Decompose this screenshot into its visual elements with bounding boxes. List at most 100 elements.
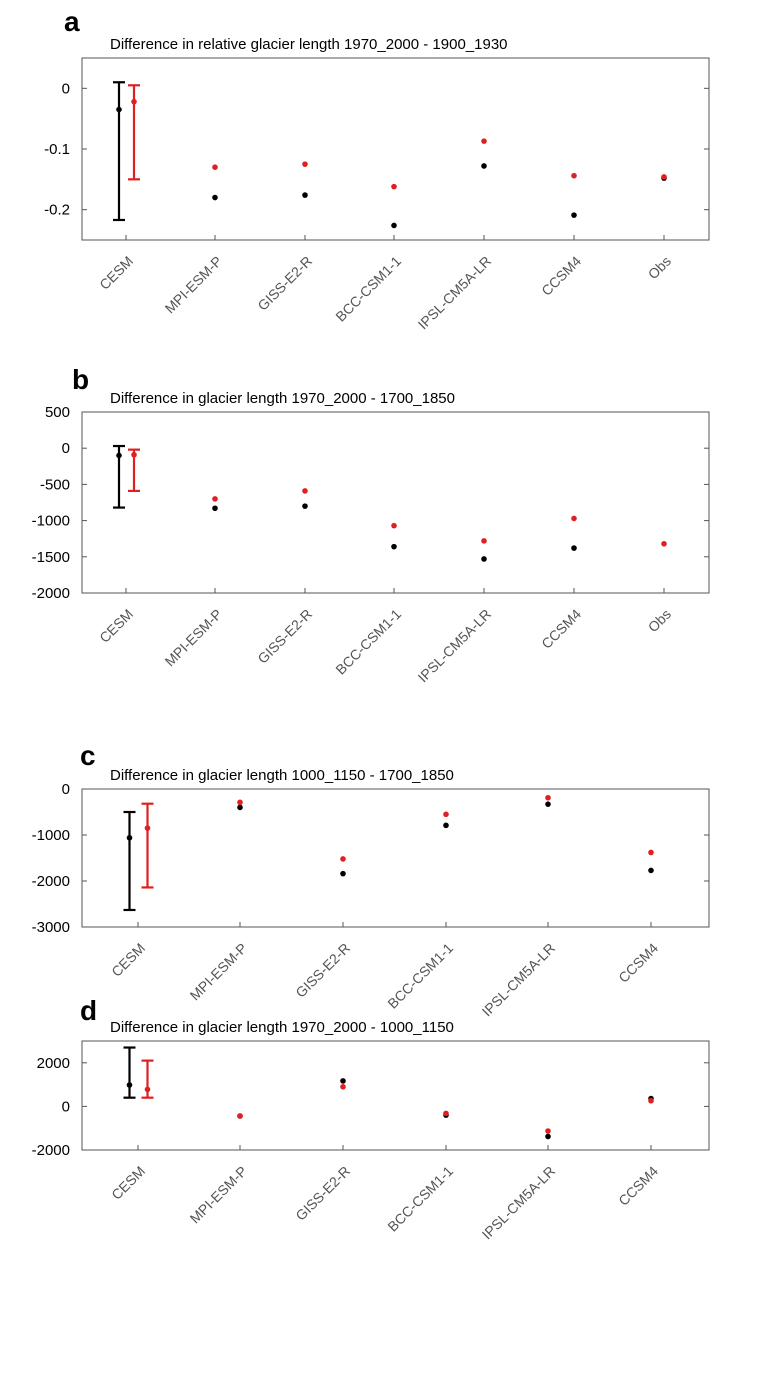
x-tick-label: MPI-ESM-P: [162, 253, 226, 317]
data-point: [212, 505, 218, 512]
x-tick-label: IPSL-CM5A-LR: [415, 606, 495, 686]
y-tick-label: -2000: [32, 585, 70, 602]
data-point: [340, 870, 346, 877]
chart-title: Difference in relative glacier length 19…: [110, 36, 508, 53]
data-point: [443, 1110, 449, 1117]
data-point: [571, 545, 577, 551]
data-point: [443, 822, 449, 829]
x-tick-label: MPI-ESM-P: [187, 940, 251, 1004]
series-black: [123, 1046, 654, 1140]
x-tick-label: BCC-CSM1-1: [384, 940, 456, 1012]
x-tick-label: GISS-E2-R: [292, 940, 353, 1001]
series-red: [141, 1059, 654, 1134]
y-tick-label: 0: [62, 781, 70, 798]
data-point: [661, 540, 667, 547]
x-tick-label: IPSL-CM5A-LR: [479, 1163, 559, 1243]
panel-label: b: [72, 364, 89, 395]
plot-area: [81, 1040, 710, 1151]
plot-area: [81, 411, 710, 594]
y-tick-label: 2000: [37, 1055, 70, 1072]
data-point: [340, 856, 346, 862]
data-point: [545, 794, 551, 801]
data-point: [571, 212, 577, 218]
y-tick-label: -1000: [32, 513, 70, 530]
y-tick-label: 0: [62, 1098, 70, 1115]
series-black: [113, 81, 667, 229]
data-point: [661, 174, 667, 180]
data-point: [391, 222, 397, 229]
x-tick-label: BCC-CSM1-1: [384, 1163, 456, 1235]
data-point: [443, 811, 449, 818]
panel-label: a: [64, 6, 80, 37]
data-point: [545, 1128, 551, 1134]
x-tick-label: CESM: [108, 940, 148, 980]
data-point: [237, 1113, 243, 1119]
data-point: [391, 183, 397, 190]
y-tick-label: -3000: [32, 919, 70, 936]
series-red: [141, 794, 654, 889]
series-black: [113, 444, 577, 562]
data-point: [302, 503, 308, 509]
panel-label: c: [80, 740, 96, 771]
chart-panel-d: d Difference in glacier length 1970_2000 …: [32, 995, 710, 1243]
x-tick-label: Obs: [645, 253, 674, 282]
y-tick-label: -1500: [32, 549, 70, 566]
x-tick-label: BCC-CSM1-1: [332, 606, 404, 678]
x-tick-label: GISS-E2-R: [254, 606, 315, 667]
plot-area: [81, 788, 710, 928]
y-tick-label: -2000: [32, 1142, 70, 1159]
x-tick-label: GISS-E2-R: [292, 1163, 353, 1224]
chart-panel-b: b Difference in glacier length 1970_2000 …: [32, 364, 710, 686]
x-tick-label: CESM: [108, 1163, 148, 1203]
y-tick-label: -500: [40, 476, 70, 493]
data-point: [212, 496, 218, 502]
data-point: [302, 488, 308, 494]
data-point: [481, 538, 487, 544]
x-tick-label: CCSM4: [615, 940, 661, 986]
data-point: [237, 799, 243, 806]
data-point: [391, 543, 397, 550]
data-point: [571, 515, 577, 522]
data-point: [340, 1078, 346, 1084]
x-tick-label: CESM: [96, 606, 136, 646]
data-point: [571, 172, 577, 179]
x-tick-label: CCSM4: [615, 1163, 661, 1209]
data-point: [481, 556, 487, 562]
y-tick-label: -1000: [32, 827, 70, 844]
data-point: [648, 849, 654, 856]
x-tick-label: CESM: [96, 253, 136, 293]
data-point: [545, 801, 551, 807]
chart-title: Difference in glacier length 1970_2000 -…: [110, 1019, 454, 1036]
y-tick-label: -2000: [32, 873, 70, 890]
x-tick-label: MPI-ESM-P: [162, 606, 226, 670]
y-tick-label: 500: [45, 404, 70, 421]
chart-title: Difference in glacier length 1000_1150 -…: [110, 767, 454, 784]
data-point: [212, 194, 218, 201]
data-point: [237, 804, 243, 811]
y-tick-label: -0.2: [44, 202, 70, 219]
chart-title: Difference in glacier length 1970_2000 -…: [110, 390, 455, 407]
data-point: [302, 161, 308, 167]
x-tick-label: CCSM4: [538, 253, 584, 299]
y-tick-label: -0.1: [44, 141, 70, 158]
x-tick-label: IPSL-CM5A-LR: [479, 940, 559, 1020]
series-red: [128, 448, 667, 547]
x-tick-label: IPSL-CM5A-LR: [415, 253, 495, 333]
data-point: [648, 867, 654, 874]
x-tick-label: GISS-E2-R: [254, 253, 315, 314]
chart-panel-a: a Difference in relative glacier length 1…: [44, 6, 710, 333]
data-point: [481, 138, 487, 144]
x-tick-label: Obs: [645, 606, 674, 635]
data-point: [340, 1083, 346, 1090]
series-red: [128, 84, 667, 190]
data-point: [648, 1097, 654, 1104]
x-tick-label: MPI-ESM-P: [187, 1163, 251, 1227]
data-point: [212, 164, 218, 170]
data-point: [391, 522, 397, 529]
y-tick-label: 0: [62, 80, 70, 97]
data-point: [302, 192, 308, 198]
series-black: [123, 801, 654, 912]
plot-area: [81, 57, 710, 241]
x-tick-label: CCSM4: [538, 606, 584, 652]
